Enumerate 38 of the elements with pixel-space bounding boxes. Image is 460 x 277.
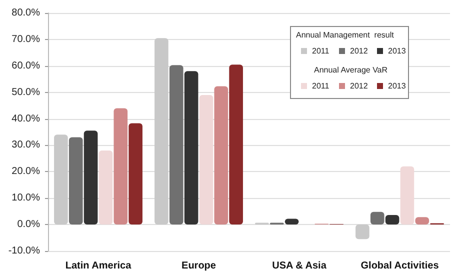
- legend-label: 2012: [350, 46, 368, 56]
- y-tick-label: 40.0%: [12, 113, 40, 124]
- bar: [68, 137, 83, 225]
- legend-title: Annual Management result: [296, 30, 395, 40]
- y-tick-label: 80.0%: [12, 8, 40, 18]
- legend-label: 2011: [312, 82, 330, 90]
- legend-label: 2013: [388, 82, 406, 90]
- bar: [356, 224, 370, 240]
- bar: [214, 86, 228, 225]
- bar: [128, 123, 142, 225]
- bar: [169, 65, 184, 225]
- bar: [199, 94, 214, 225]
- bar: [385, 215, 400, 225]
- bar: [400, 166, 414, 225]
- x-tick-label: Europe: [182, 260, 216, 272]
- y-tick-label: 10.0%: [12, 192, 40, 204]
- bar: [229, 64, 243, 225]
- y-tick-label: 20.0%: [12, 166, 40, 178]
- y-tick-label: 0.0%: [17, 219, 40, 230]
- bar: [154, 38, 168, 225]
- x-tick-label: Latin America: [65, 260, 132, 272]
- bar: [114, 108, 128, 225]
- legend-label: 2012: [350, 82, 368, 90]
- bar: [370, 212, 384, 225]
- annotation: Annual Average VaR: [314, 66, 388, 74]
- bar: [184, 71, 198, 225]
- legend-label: 2013: [388, 46, 406, 56]
- bar: [54, 134, 68, 225]
- legend-label: 2011: [312, 46, 330, 56]
- x-tick-label: USA & Asia: [272, 260, 327, 272]
- x-tick-label: Global Activities: [360, 260, 440, 272]
- y-tick-label: 70.0%: [12, 34, 40, 45]
- y-tick-label: 30.0%: [12, 140, 40, 151]
- bar: [98, 150, 113, 225]
- y-tick-label: -10.0%: [8, 246, 40, 256]
- bar: [84, 130, 98, 225]
- y-tick-label: 50.0%: [12, 86, 40, 98]
- y-tick-label: 60.0%: [12, 60, 40, 72]
